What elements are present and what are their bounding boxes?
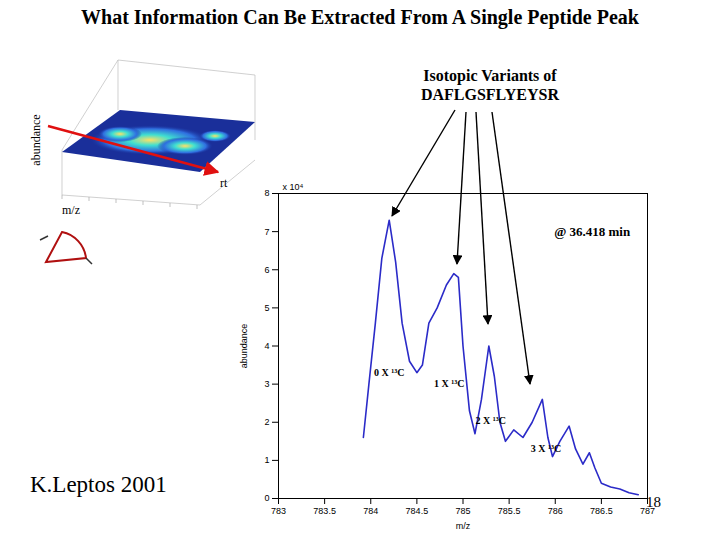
svg-text:785.5: 785.5 — [498, 506, 521, 516]
html-text:Isotopic Variants of: Isotopic Variants of — [423, 67, 557, 84]
svg-text:abundance: abundance — [29, 114, 43, 165]
svg-text:2: 2 — [264, 417, 269, 427]
svg-text:783.5: 783.5 — [313, 506, 336, 516]
html-text:DAFLGSFLYEYSR: DAFLGSFLYEYSR — [420, 86, 559, 103]
svg-text:784: 784 — [363, 506, 378, 516]
svg-text:2 X ¹³C: 2 X ¹³C — [475, 415, 505, 426]
svg-text:5: 5 — [264, 303, 269, 313]
svg-text:0 X ¹³C: 0 X ¹³C — [374, 367, 404, 378]
svg-text:1 X ¹³C: 1 X ¹³C — [434, 378, 464, 389]
svg-text:1: 1 — [264, 455, 269, 465]
html-text:K.Leptos 2001: K.Leptos 2001 — [30, 472, 167, 497]
svg-text:8: 8 — [264, 188, 269, 198]
svg-text:6: 6 — [264, 265, 269, 275]
svg-text:rt: rt — [220, 176, 228, 190]
svg-text:3: 3 — [264, 379, 269, 389]
svg-text:m/z: m/z — [62, 203, 80, 217]
svg-text:7: 7 — [264, 227, 269, 237]
svg-text:785: 785 — [455, 506, 470, 516]
svg-text:0: 0 — [264, 493, 269, 503]
svg-text:4: 4 — [264, 341, 269, 351]
svg-text:x 10⁴: x 10⁴ — [283, 182, 304, 192]
html-text:18: 18 — [646, 494, 661, 510]
svg-text:3 X ¹³C: 3 X ¹³C — [531, 443, 561, 454]
svg-text:786: 786 — [548, 506, 563, 516]
svg-text:abundance: abundance — [239, 324, 249, 369]
svg-text:m/z: m/z — [456, 521, 471, 531]
svg-text:784.5: 784.5 — [406, 506, 429, 516]
svg-text:783: 783 — [271, 506, 286, 516]
svg-text:@ 36.418 min: @ 36.418 min — [554, 224, 631, 239]
svg-text:786.5: 786.5 — [590, 506, 613, 516]
svg-text:787: 787 — [640, 506, 655, 516]
html-text:What Information Can Be Extrac: What Information Can Be Extracted From A… — [81, 6, 639, 28]
